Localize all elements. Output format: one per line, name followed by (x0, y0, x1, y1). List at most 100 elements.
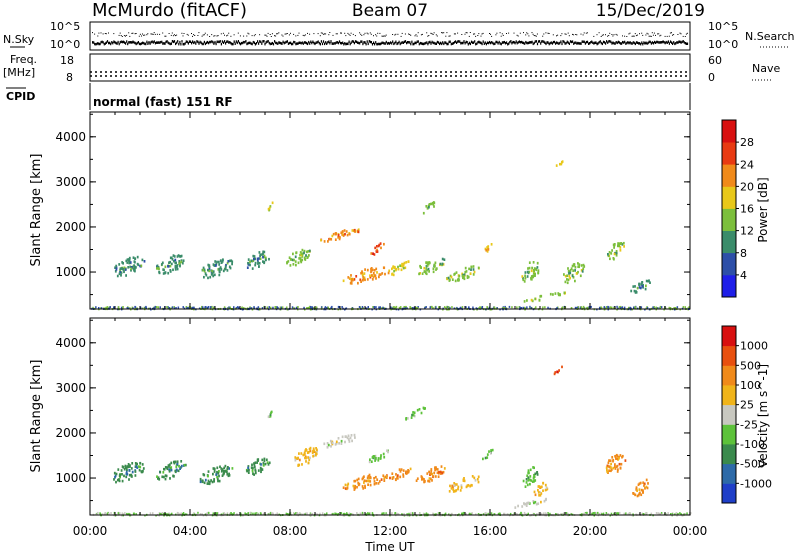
power-cell (446, 277, 449, 281)
power-cell (615, 250, 618, 253)
velocity-cell (363, 481, 365, 484)
velocity-cell (262, 464, 265, 467)
velocity-cell (353, 479, 356, 483)
velocity-cell (207, 482, 210, 485)
velocity-cell (177, 469, 180, 473)
power-colorbar-swatch (722, 230, 736, 254)
velocity-cell (174, 460, 177, 464)
velocity-cell (176, 462, 179, 466)
velocity-cell (251, 469, 254, 473)
velocity-cell (542, 482, 545, 485)
power-cell (371, 268, 374, 272)
velocity-cell (523, 502, 526, 506)
velocity-cell (370, 460, 373, 463)
power-ground-cell (393, 306, 395, 309)
power-cell (258, 265, 260, 268)
velocity-ground-cell (642, 513, 645, 515)
power-ground-cell (410, 307, 413, 310)
power-ground-cell (508, 305, 511, 308)
power-cell (370, 252, 373, 255)
power-cell (157, 267, 160, 270)
velocity-ground-cell (306, 512, 308, 515)
velocity-cell (130, 467, 133, 470)
velocity-ground-cell (119, 512, 121, 515)
velocity-cell (457, 485, 460, 489)
velocity-cell (263, 459, 266, 463)
power-cell (219, 259, 222, 262)
velocity-ground-cell (270, 512, 273, 515)
power-cell (427, 267, 430, 271)
velocity-cell (400, 468, 403, 471)
velocity-cell (453, 489, 455, 493)
velocity-cell (363, 475, 365, 478)
power-cell (467, 275, 470, 279)
velocity-ground-cell (418, 512, 421, 515)
power-cell (176, 264, 179, 267)
velocity-ground-cell (492, 513, 495, 516)
power-cell (207, 268, 209, 272)
velocity-cell (246, 469, 248, 473)
velocity-ground-cell (515, 513, 517, 515)
velocity-cell (164, 466, 167, 469)
velocity-cell (201, 480, 204, 483)
power-cell (560, 162, 563, 166)
date-title: 15/Dec/2019 (596, 1, 705, 21)
power-cell (435, 267, 438, 270)
velocity-cell (224, 469, 226, 473)
velocity-ground-cell (117, 512, 120, 515)
power-cell (229, 266, 232, 270)
velocity-cell (639, 481, 642, 485)
velocity-ground-cell (276, 512, 278, 515)
velocity-cell (115, 480, 117, 484)
velocity-ground-cell (619, 511, 621, 514)
power-ground-cell (481, 306, 483, 309)
power-ground-cell (451, 306, 453, 309)
velocity-cell (357, 481, 360, 485)
velocity-cell (540, 500, 542, 504)
velocity-cell (490, 449, 492, 452)
power-cell (247, 261, 249, 265)
velocity-cell (254, 461, 257, 464)
power-cell (330, 238, 333, 241)
velocity-cell (298, 452, 300, 455)
power-cell (645, 279, 648, 283)
velocity-scatter (92, 365, 692, 517)
power-ground-cell (229, 306, 231, 309)
velocity-ground-cell (475, 513, 477, 516)
power-ground-cell (493, 306, 496, 309)
power-cell (621, 243, 624, 246)
velocity-cell (377, 457, 380, 460)
power-cell (397, 265, 399, 269)
power-ground-cell (122, 306, 124, 308)
velocity-cell (207, 479, 210, 483)
power-cell (641, 285, 644, 288)
power-cell (583, 265, 586, 268)
velocity-cell (484, 456, 487, 460)
power-ground-cell (478, 307, 480, 310)
power-cell (259, 257, 262, 260)
velocity-cell (533, 480, 535, 483)
power-cell (256, 257, 259, 261)
power-ground-cell (279, 306, 282, 309)
velocity-ground-cell (303, 513, 305, 516)
velocity-cell (267, 415, 270, 419)
power-ground-cell (448, 306, 450, 309)
power-cell (609, 257, 611, 261)
velocity-cell (384, 475, 387, 479)
velocity-cell (637, 483, 640, 486)
velocity-cell (616, 470, 619, 473)
power-cell (126, 258, 129, 261)
power-cell (426, 206, 429, 210)
power-cell (230, 259, 233, 262)
power-cell (635, 291, 638, 294)
power-cell (267, 207, 270, 211)
station-title: McMurdo (fitACF) (92, 0, 247, 21)
velocity-cell (137, 465, 140, 468)
velocity-cell (435, 467, 438, 471)
power-cell (582, 267, 585, 270)
velocity-cell (527, 479, 530, 482)
velocity-cell (113, 478, 115, 481)
power-ground-cell (587, 306, 589, 309)
power-ground-cell (170, 307, 172, 310)
power-cell (376, 248, 378, 252)
